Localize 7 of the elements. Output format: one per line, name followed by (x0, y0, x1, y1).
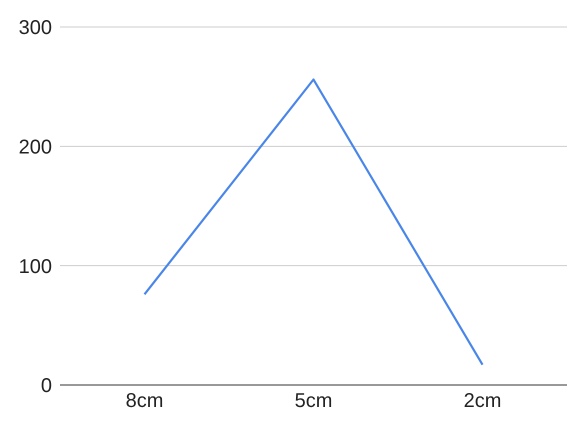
x-tick-label: 8cm (126, 390, 164, 412)
y-tick-label: 200 (18, 136, 52, 158)
y-tick-label: 0 (40, 375, 52, 398)
x-tick-label: 5cm (294, 390, 332, 412)
x-tick-label: 2cm (464, 390, 502, 412)
y-tick-label: 100 (18, 256, 52, 278)
y-tick-label: 300 (18, 17, 52, 40)
